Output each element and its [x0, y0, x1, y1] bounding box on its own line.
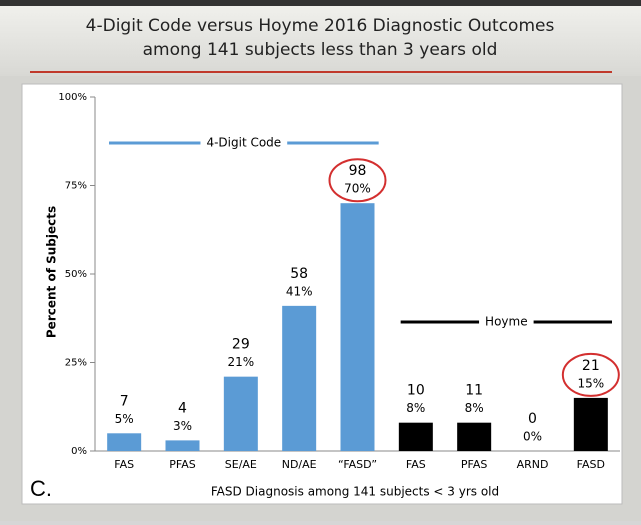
y-tick-label: 75%	[65, 181, 87, 192]
x-tick-label: PFAS	[169, 458, 195, 471]
value-label: 8%	[465, 401, 484, 415]
count-label: 7	[120, 393, 129, 409]
count-label: 58	[290, 266, 308, 282]
count-label: 10	[407, 383, 425, 399]
group-label: Hoyme	[485, 315, 528, 329]
title-line: 4-Digit Code versus Hoyme 2016 Diagnosti…	[86, 16, 555, 36]
x-tick-label: PFAS	[461, 458, 487, 471]
y-tick-label: 50%	[65, 269, 87, 280]
value-label: 5%	[115, 412, 134, 426]
highlight-circle	[561, 352, 620, 397]
top-band	[0, 0, 641, 6]
value-label: 3%	[173, 419, 192, 433]
highlight-circle	[328, 158, 387, 203]
bar	[573, 397, 608, 451]
y-tick-label: 0%	[71, 446, 87, 457]
count-label: 0	[528, 411, 537, 427]
x-tick-label: ARND	[517, 458, 549, 471]
value-label: 15%	[577, 376, 604, 390]
value-label: 0%	[523, 430, 542, 444]
count-label: 98	[349, 163, 367, 179]
bar	[398, 422, 433, 451]
bar	[340, 203, 375, 451]
count-label: 29	[232, 337, 250, 353]
x-tick-label: SE/AE	[225, 458, 257, 471]
count-label: 21	[582, 358, 600, 374]
x-tick-label: FAS	[114, 458, 134, 471]
x-tick-label: ND/AE	[282, 458, 317, 471]
count-label: 11	[465, 383, 483, 399]
bar	[107, 433, 142, 451]
panel-label: C.	[30, 476, 52, 501]
y-tick-label: 25%	[65, 358, 87, 369]
x-tick-label: FAS	[406, 458, 426, 471]
value-label: 70%	[344, 182, 371, 196]
header	[0, 6, 641, 76]
count-label: 4	[178, 400, 187, 416]
bar	[457, 422, 492, 451]
value-label: 41%	[286, 284, 313, 298]
bar	[223, 376, 258, 451]
group-label: 4-Digit Code	[206, 136, 281, 150]
title-line: among 141 subjects less than 3 years old	[143, 40, 498, 60]
y-tick-label: 100%	[58, 92, 87, 103]
x-tick-label: FASD	[577, 458, 605, 471]
bar	[165, 440, 200, 451]
value-label: 8%	[406, 401, 425, 415]
x-tick-label: “FASD”	[338, 458, 377, 471]
x-axis-label: FASD Diagnosis among 141 subjects < 3 yr…	[211, 485, 499, 499]
bar	[282, 305, 317, 451]
y-axis-label: Percent of Subjects	[45, 206, 59, 338]
value-label: 21%	[227, 355, 254, 369]
